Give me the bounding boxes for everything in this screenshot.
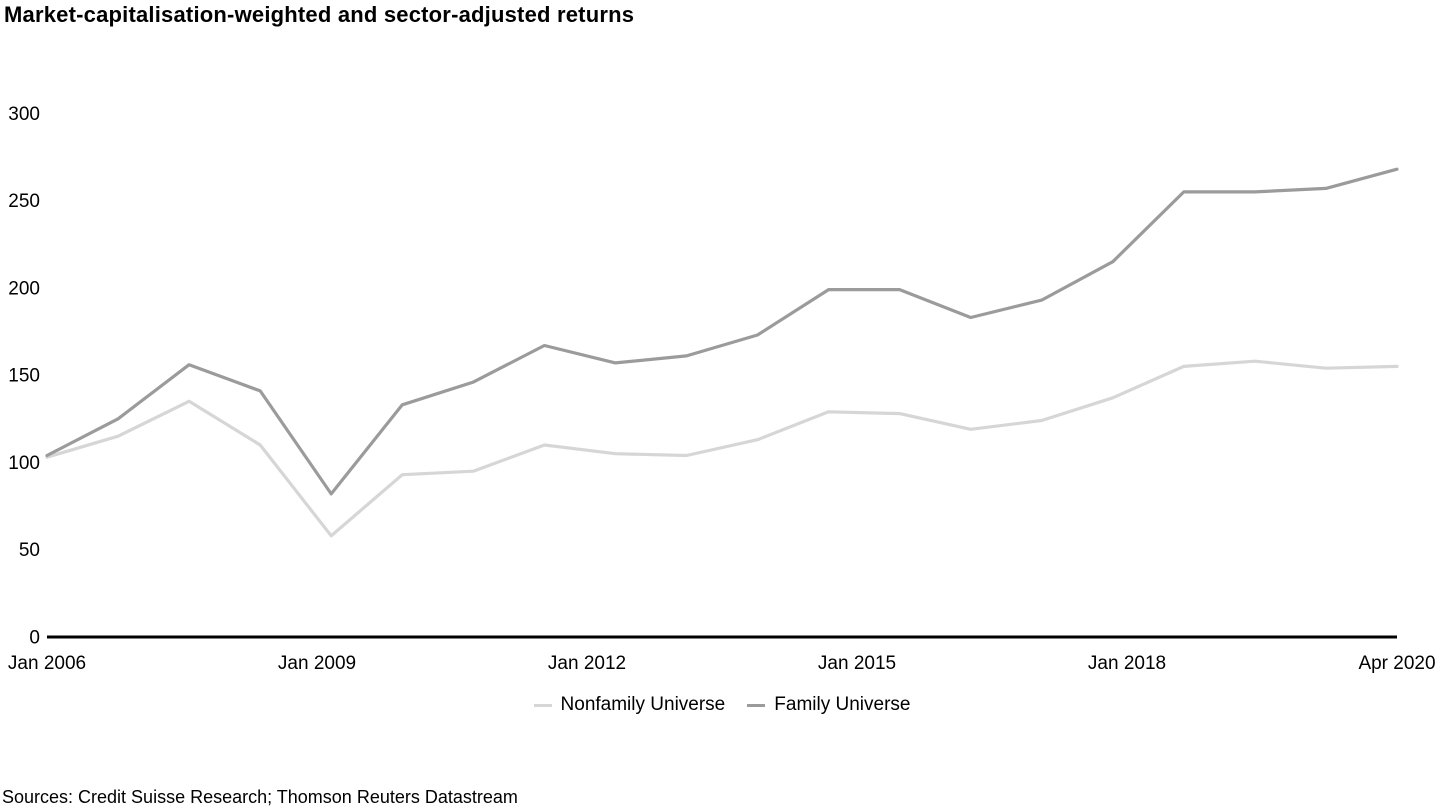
series-line-nonfamily-universe [45, 359, 1399, 538]
y-axis-tick-label: 250 [8, 191, 40, 212]
legend-label-nonfamily: Nonfamily Universe [560, 694, 726, 715]
source-note: Sources: Credit Suisse Research; Thomson… [2, 787, 518, 807]
chart-title: Market-capitalisation-weighted and secto… [4, 2, 635, 27]
legend-item-nonfamily: Nonfamily Universe [533, 694, 726, 716]
legend-swatch-nonfamily [533, 703, 552, 707]
y-axis-tick-label: 100 [8, 453, 40, 474]
x-axis-tick-label: Jan 2015 [818, 653, 896, 674]
y-axis-tick-label: 200 [8, 278, 40, 299]
x-axis-tick-label: Jan 2018 [1088, 653, 1166, 674]
legend: Nonfamily Universe Family Universe [47, 694, 1397, 716]
x-axis-tick-label: Jan 2012 [548, 653, 626, 674]
y-axis-tick-label: 300 [8, 104, 40, 125]
legend-swatch-family [747, 703, 766, 707]
x-axis-tick-label: Jan 2006 [8, 653, 86, 674]
series-line-family-universe [45, 167, 1399, 496]
legend-label-family: Family Universe [774, 694, 911, 715]
y-axis-tick-label: 0 [29, 628, 40, 649]
x-axis-tick-label: Apr 2020 [1358, 653, 1435, 674]
line-chart: 0 50 100 150 200 250 300 Jan 2006 Jan 2009 Jan 20… [8, 104, 1436, 674]
legend-item-family: Family Universe [747, 694, 910, 716]
x-axis-tick-label: Jan 2009 [278, 653, 356, 674]
y-axis-tick-label: 150 [8, 366, 40, 387]
y-axis-tick-label: 50 [19, 540, 40, 561]
